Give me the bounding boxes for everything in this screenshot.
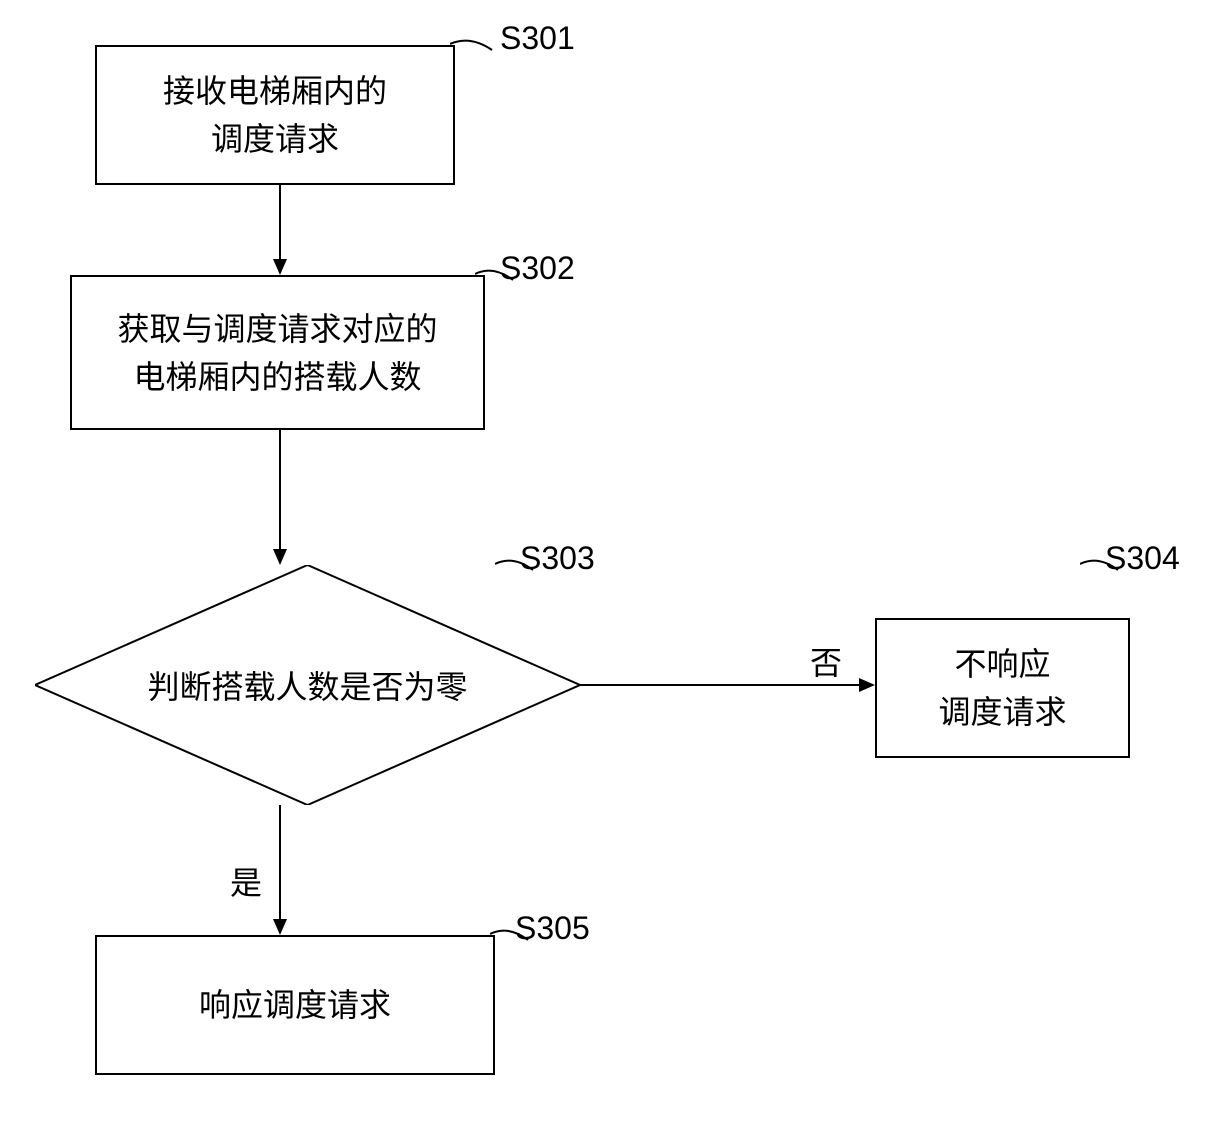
edge-label-yes: 是 (230, 858, 262, 904)
node-s305: 响应调度请求 (95, 935, 495, 1075)
node-s305-text: 响应调度请求 (199, 981, 391, 1029)
edge-s301-s302 (270, 185, 290, 277)
node-s304-text: 不响应 调度请求 (938, 640, 1066, 736)
node-s303-text: 判断搭载人数是否为零 (35, 662, 580, 708)
edge-s303-s305 (270, 805, 290, 937)
label-s302: S302 (500, 250, 575, 287)
node-s302-text: 获取与调度请求对应的 电梯厢内的搭载人数 (117, 305, 437, 401)
node-s301-text: 接收电梯厢内的 调度请求 (163, 67, 387, 163)
node-s302: 获取与调度请求对应的 电梯厢内的搭载人数 (70, 275, 485, 430)
edge-label-no: 否 (810, 638, 842, 684)
node-s301: 接收电梯厢内的 调度请求 (95, 45, 455, 185)
edge-s302-s303 (270, 430, 290, 567)
node-s304: 不响应 调度请求 (875, 618, 1130, 758)
node-s303: 判断搭载人数是否为零 (35, 565, 580, 805)
label-s304: S304 (1105, 540, 1180, 577)
label-s305: S305 (515, 910, 590, 947)
label-s303: S303 (520, 540, 595, 577)
label-s301: S301 (500, 20, 575, 57)
flowchart-container: 接收电梯厢内的 调度请求 S301 获取与调度请求对应的 电梯厢内的搭载人数 S… (0, 0, 1215, 1147)
